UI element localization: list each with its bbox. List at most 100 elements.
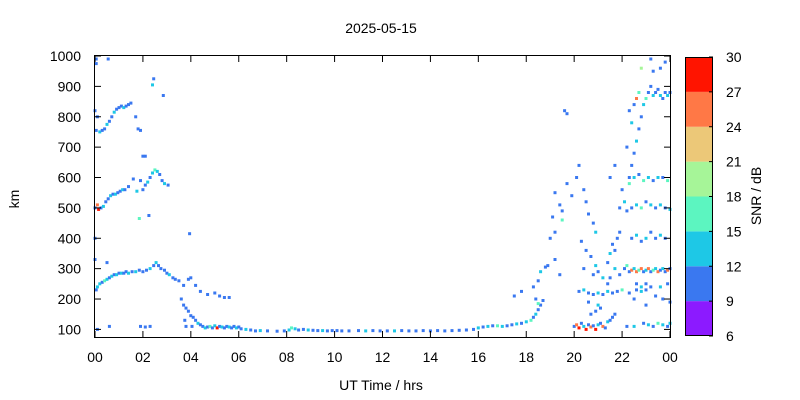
data-point <box>543 265 547 269</box>
data-point <box>618 273 622 277</box>
x-tick-label: 10 <box>327 349 343 365</box>
data-point <box>119 104 123 108</box>
data-point <box>625 209 629 213</box>
data-point <box>606 320 610 324</box>
data-point <box>639 66 643 70</box>
data-point <box>596 270 600 274</box>
data-point <box>661 97 665 100</box>
data-point <box>194 283 198 287</box>
data-point <box>378 329 382 333</box>
data-point <box>244 327 248 331</box>
data-point <box>630 121 634 125</box>
data-point <box>656 176 660 179</box>
data-point <box>635 139 638 143</box>
data-point <box>184 306 188 310</box>
data-point <box>658 285 662 289</box>
y-tick-label: 100 <box>58 321 82 337</box>
data-point <box>649 57 653 61</box>
data-point <box>137 217 141 220</box>
x-axis-label: UT Time / hrs <box>339 377 423 393</box>
data-point <box>154 261 158 265</box>
data-point <box>589 255 593 258</box>
data-point <box>122 271 126 275</box>
data-point <box>287 328 291 332</box>
data-point <box>627 270 631 274</box>
data-point <box>100 280 104 284</box>
data-point <box>254 329 257 333</box>
data-point <box>121 188 125 192</box>
data-point <box>414 329 418 333</box>
x-tick-label: 12 <box>375 349 391 365</box>
y-tick-label: 700 <box>58 139 82 155</box>
data-point <box>450 329 454 333</box>
data-point <box>112 273 116 277</box>
data-point <box>627 291 631 295</box>
data-point <box>103 127 107 131</box>
data-point <box>587 291 590 295</box>
data-point <box>596 291 600 295</box>
data-point <box>457 328 461 332</box>
data-point <box>104 200 108 204</box>
data-point <box>620 288 624 292</box>
data-point <box>575 176 579 179</box>
data-point <box>644 236 648 240</box>
data-point <box>644 282 648 286</box>
data-point <box>118 189 122 193</box>
data-point <box>531 285 535 289</box>
data-point <box>654 206 658 210</box>
data-point <box>258 329 262 333</box>
data-point <box>213 324 217 328</box>
data-point <box>584 327 588 331</box>
data-point <box>186 309 190 313</box>
data-point <box>143 154 147 158</box>
data-point <box>558 273 562 277</box>
data-point <box>635 233 638 237</box>
data-point <box>658 94 662 97</box>
data-point <box>635 288 638 292</box>
colorbar-tick-label: 18 <box>726 189 742 205</box>
y-axis-label: km <box>6 190 22 209</box>
data-point <box>606 289 610 293</box>
data-point <box>182 283 186 287</box>
data-point <box>464 328 468 332</box>
colorbar-tick-label: 27 <box>726 84 742 100</box>
data-point <box>94 57 98 61</box>
data-point <box>183 318 187 322</box>
data-point <box>476 326 480 330</box>
data-point <box>551 215 555 219</box>
data-point <box>632 176 636 179</box>
data-point <box>116 191 120 195</box>
data-point <box>232 324 236 328</box>
data-point <box>472 327 475 331</box>
colorbar-tick-label: 6 <box>726 328 734 344</box>
data-point <box>644 303 648 307</box>
data-point <box>234 326 238 330</box>
data-point <box>534 312 538 316</box>
data-point <box>512 294 516 298</box>
data-point <box>599 306 602 310</box>
data-point <box>201 324 205 328</box>
data-point <box>651 179 655 183</box>
data-point <box>663 60 667 64</box>
data-point <box>520 289 523 293</box>
data-point <box>563 109 567 113</box>
data-point <box>371 329 375 333</box>
data-point <box>481 325 485 329</box>
data-point <box>608 276 612 280</box>
data-point <box>548 236 552 240</box>
data-point <box>496 324 499 328</box>
data-point <box>111 192 115 196</box>
data-point <box>106 57 110 61</box>
data-point <box>364 329 368 333</box>
data-point <box>179 297 183 301</box>
data-point <box>139 128 142 132</box>
data-point <box>137 268 141 272</box>
colorbar-band <box>685 126 713 162</box>
data-point <box>103 279 107 283</box>
data-point <box>658 268 662 272</box>
data-point <box>666 179 670 183</box>
colorbar-tick-label: 9 <box>726 293 734 309</box>
data-point <box>539 270 543 274</box>
data-point <box>618 230 622 234</box>
